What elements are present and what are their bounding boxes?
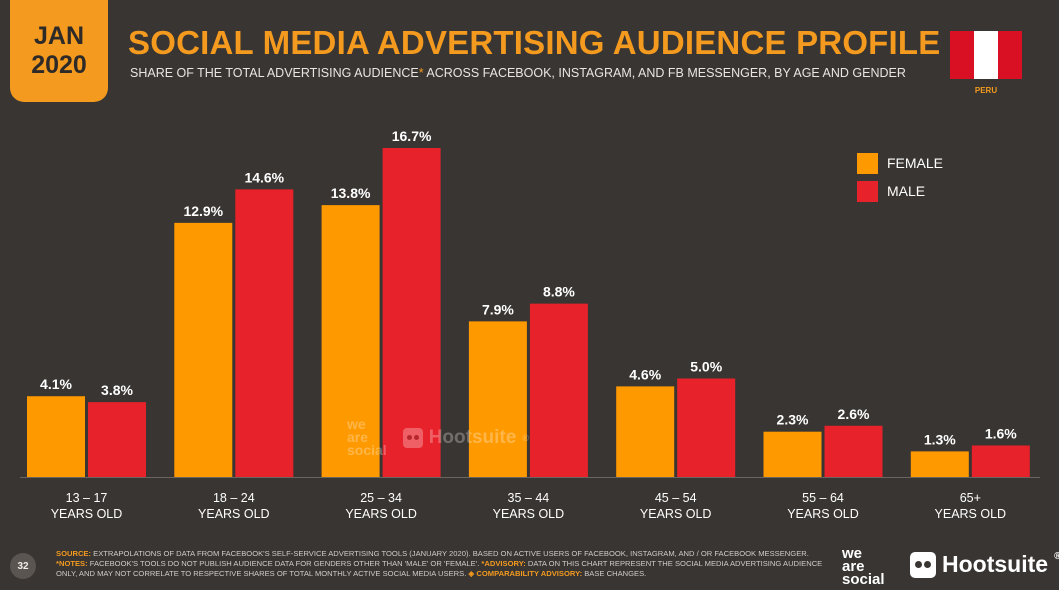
date-month: JAN (33, 22, 84, 50)
x-tick-label-2-1: YEARS OLD (345, 507, 417, 521)
watermark-hootsuite-mark: ® (522, 432, 529, 443)
bar-male-1 (235, 189, 294, 477)
subtitle-text-rest: ACROSS FACEBOOK, INSTAGRAM, AND FB MESSE… (423, 66, 906, 80)
data-label-female-4: 4.6% (629, 366, 661, 382)
bar-female-3 (468, 321, 527, 477)
logo-was-line: we (842, 545, 863, 562)
watermark-was-line: are (347, 429, 369, 445)
x-tick-label-0-1: YEARS OLD (51, 507, 123, 521)
advisory-label: *ADVISORY: (481, 559, 526, 568)
legend-label-male: MALE (887, 183, 926, 199)
data-label-male-6: 1.6% (985, 425, 1017, 441)
date-badge: JAN 2020 (10, 0, 108, 102)
bar-male-5 (824, 425, 883, 477)
data-label-female-1: 12.9% (183, 203, 223, 219)
subtitle-text: SHARE OF THE TOTAL ADVERTISING AUDIENCE (130, 66, 419, 80)
data-label-female-6: 1.3% (924, 431, 956, 447)
data-label-female-2: 13.8% (331, 185, 371, 201)
logo-was-line: social (842, 571, 885, 588)
x-tick-label-2-0: 25 – 34 (360, 491, 402, 505)
page-number: 32 (10, 553, 36, 579)
x-tick-label-5-1: YEARS OLD (787, 507, 859, 521)
page-subtitle: SHARE OF THE TOTAL ADVERTISING AUDIENCE*… (130, 66, 906, 80)
legend-swatch-female (857, 152, 878, 174)
footnote: SOURCE: EXTRAPOLATIONS OF DATA FROM FACE… (56, 549, 826, 579)
notes-text: FACEBOOK'S TOOLS DO NOT PUBLISH AUDIENCE… (87, 559, 482, 568)
notes-label: *NOTES: (56, 559, 88, 568)
watermark-was-line: social (347, 442, 387, 458)
advisory-text: DATA ON THIS CHART REPRESENT THE SOCIAL … (56, 559, 823, 578)
x-tick-label-1-0: 18 – 24 (213, 491, 255, 505)
bar-female-2 (321, 205, 380, 478)
bar-female-0 (27, 396, 85, 477)
hootsuite-mark: ® (1054, 551, 1059, 562)
data-label-female-5: 2.3% (777, 412, 809, 428)
country-label: PERU (974, 86, 998, 95)
chart-legend: FEMALE MALE (857, 152, 943, 208)
legend-item-male: MALE (857, 180, 943, 202)
legend-swatch-male (857, 180, 878, 202)
watermark-we-are-social-logo: we are social (347, 416, 387, 458)
owl-icon (910, 551, 936, 578)
hootsuite-logo: Hootsuite ® (910, 551, 1059, 578)
we-are-social-logo: we are social (842, 545, 885, 588)
x-tick-label-3-1: YEARS OLD (493, 507, 565, 521)
peru-flag-icon (950, 31, 1022, 79)
comparability-text: BASE CHANGES. (582, 569, 647, 578)
data-label-male-0: 3.8% (101, 382, 133, 398)
x-tick-label-1-1: YEARS OLD (198, 507, 270, 521)
data-label-male-3: 8.8% (543, 284, 575, 300)
page-title: SOCIAL MEDIA ADVERTISING AUDIENCE PROFIL… (128, 24, 941, 61)
comparability-label: ◈ COMPARABILITY ADVISORY: (468, 569, 583, 578)
x-tick-label-3-0: 35 – 44 (508, 491, 550, 505)
data-label-male-4: 5.0% (690, 358, 722, 374)
data-label-female-3: 7.9% (482, 301, 514, 317)
source-text: EXTRAPOLATIONS OF DATA FROM FACEBOOK'S S… (91, 549, 809, 558)
x-tick-label-6-0: 65+ (960, 491, 981, 505)
data-label-female-0: 4.1% (40, 376, 72, 392)
bar-male-3 (529, 303, 588, 477)
date-year: 2020 (31, 51, 87, 79)
x-tick-label-4-0: 45 – 54 (655, 491, 697, 505)
legend-item-female: FEMALE (857, 152, 943, 174)
hootsuite-text: Hootsuite (942, 551, 1049, 577)
legend-label-female: FEMALE (887, 155, 944, 171)
watermark: we are social Hootsuite ® (347, 416, 529, 458)
x-tick-label-6-1: YEARS OLD (935, 507, 1007, 521)
bar-male-2 (382, 148, 441, 477)
bar-female-4 (616, 386, 675, 477)
x-tick-label-0-0: 13 – 17 (66, 491, 108, 505)
bar-male-6 (971, 445, 1030, 477)
logo-was-line: are (842, 558, 865, 575)
subtitle-asterisk: * (418, 66, 424, 80)
watermark-hootsuite-text: Hootsuite (428, 426, 517, 448)
watermark-was-line: we (347, 416, 366, 432)
x-tick-label-4-1: YEARS OLD (640, 507, 712, 521)
owl-icon (402, 427, 423, 448)
watermark-hootsuite-logo: Hootsuite ® (402, 426, 529, 449)
bar-male-4 (677, 378, 736, 477)
x-tick-label-5-0: 55 – 64 (802, 491, 844, 505)
bar-female-6 (910, 451, 969, 477)
bar-female-1 (174, 222, 233, 477)
data-label-male-1: 14.6% (244, 169, 284, 185)
source-label: SOURCE: (56, 549, 92, 558)
data-label-male-2: 16.7% (392, 128, 432, 144)
bar-female-5 (763, 431, 822, 477)
bar-male-0 (88, 402, 146, 477)
data-label-male-5: 2.6% (838, 406, 870, 422)
